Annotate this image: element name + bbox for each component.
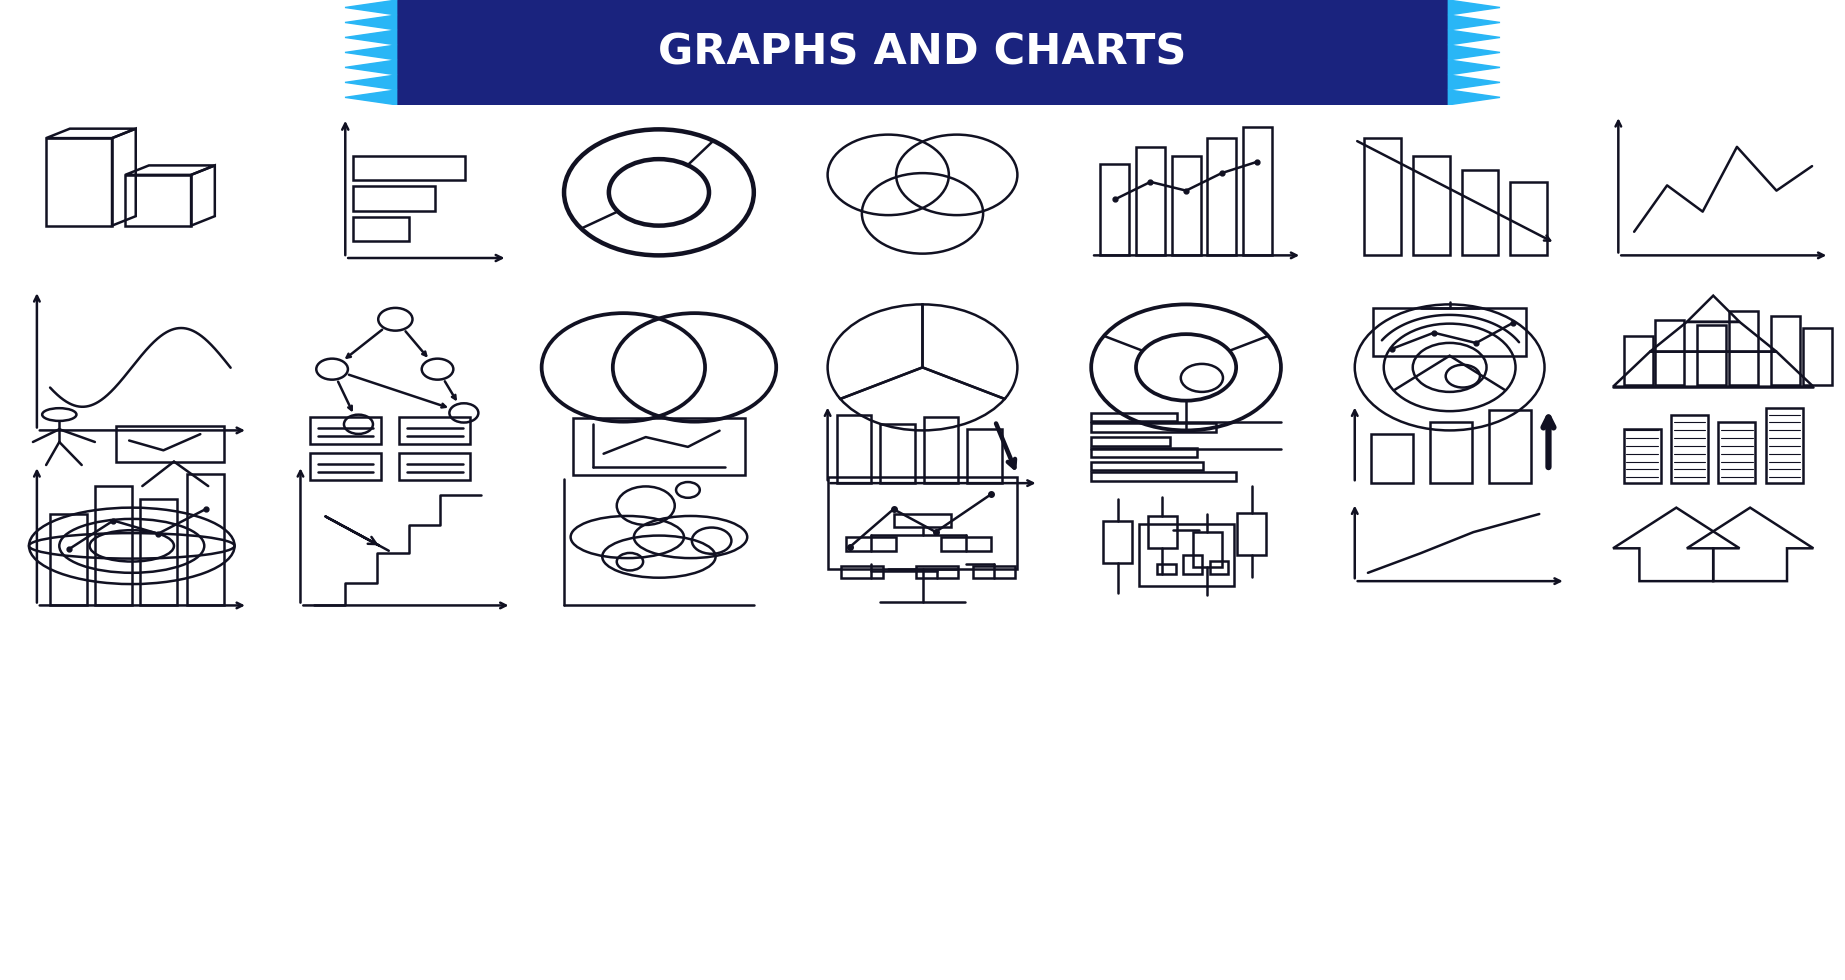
Bar bbox=[1183, 555, 1201, 574]
Bar bbox=[1373, 308, 1526, 356]
Bar bbox=[399, 453, 470, 480]
Bar bbox=[310, 417, 380, 444]
Polygon shape bbox=[1448, 0, 1500, 15]
Polygon shape bbox=[345, 45, 397, 60]
Bar bbox=[1624, 429, 1660, 483]
Bar bbox=[1766, 408, 1803, 483]
Polygon shape bbox=[345, 0, 397, 15]
Bar bbox=[125, 174, 192, 225]
Bar bbox=[1655, 320, 1684, 385]
Bar bbox=[1148, 516, 1177, 548]
Bar bbox=[1430, 422, 1472, 483]
Bar bbox=[847, 537, 897, 551]
Bar bbox=[1090, 437, 1170, 446]
Bar bbox=[397, 0, 1448, 105]
Polygon shape bbox=[345, 90, 397, 105]
Bar bbox=[50, 514, 87, 606]
Polygon shape bbox=[345, 74, 397, 90]
Polygon shape bbox=[1448, 15, 1500, 30]
Bar bbox=[967, 429, 1002, 483]
Bar bbox=[1461, 170, 1498, 256]
Bar bbox=[1210, 561, 1229, 574]
Bar bbox=[1207, 138, 1236, 256]
Bar bbox=[1803, 328, 1832, 385]
Text: 35: 35 bbox=[153, 24, 234, 81]
Bar bbox=[310, 453, 380, 480]
Bar bbox=[1192, 532, 1221, 567]
Bar bbox=[352, 186, 435, 211]
Bar bbox=[116, 426, 223, 462]
Bar bbox=[186, 474, 223, 606]
Bar bbox=[915, 566, 958, 578]
Bar bbox=[893, 514, 952, 527]
Bar bbox=[94, 485, 131, 606]
Bar bbox=[1103, 521, 1133, 564]
Bar bbox=[880, 424, 915, 483]
Bar bbox=[352, 217, 408, 241]
Polygon shape bbox=[1448, 60, 1500, 74]
Bar bbox=[1718, 422, 1755, 483]
Bar bbox=[1137, 147, 1164, 256]
Bar bbox=[1090, 423, 1216, 432]
Bar bbox=[924, 417, 958, 483]
Polygon shape bbox=[1448, 74, 1500, 90]
Bar bbox=[1624, 336, 1653, 385]
Text: GRAPHS AND CHARTS: GRAPHS AND CHARTS bbox=[659, 31, 1186, 74]
Bar bbox=[941, 537, 991, 551]
Polygon shape bbox=[1448, 45, 1500, 60]
Bar bbox=[140, 499, 177, 606]
Bar bbox=[972, 566, 1015, 578]
Bar bbox=[1729, 311, 1758, 385]
Bar bbox=[1697, 325, 1727, 385]
Bar bbox=[1090, 472, 1236, 481]
Bar bbox=[46, 138, 113, 225]
Bar bbox=[1363, 138, 1400, 256]
Bar bbox=[399, 417, 470, 444]
Bar bbox=[1172, 156, 1201, 256]
Polygon shape bbox=[345, 30, 397, 45]
Polygon shape bbox=[345, 60, 397, 74]
Bar bbox=[841, 566, 884, 578]
Bar bbox=[1090, 413, 1177, 421]
Bar bbox=[352, 156, 465, 180]
Bar bbox=[1672, 415, 1708, 483]
Bar bbox=[828, 477, 1017, 568]
Bar bbox=[1157, 564, 1175, 574]
Bar bbox=[1371, 434, 1413, 483]
Polygon shape bbox=[1448, 30, 1500, 45]
Bar bbox=[838, 415, 871, 483]
Bar bbox=[1489, 410, 1531, 483]
Bar bbox=[1090, 462, 1203, 470]
Polygon shape bbox=[1448, 90, 1500, 105]
Bar bbox=[1238, 513, 1266, 555]
Bar bbox=[1771, 316, 1801, 385]
Polygon shape bbox=[345, 15, 397, 30]
Bar bbox=[1413, 156, 1450, 256]
Bar bbox=[1100, 165, 1129, 256]
Text: ICON: ICON bbox=[1574, 25, 1729, 79]
Bar bbox=[1511, 182, 1548, 256]
Bar bbox=[1090, 448, 1197, 457]
Bar bbox=[574, 418, 745, 475]
Bar bbox=[1138, 524, 1234, 586]
Bar bbox=[1244, 126, 1271, 256]
